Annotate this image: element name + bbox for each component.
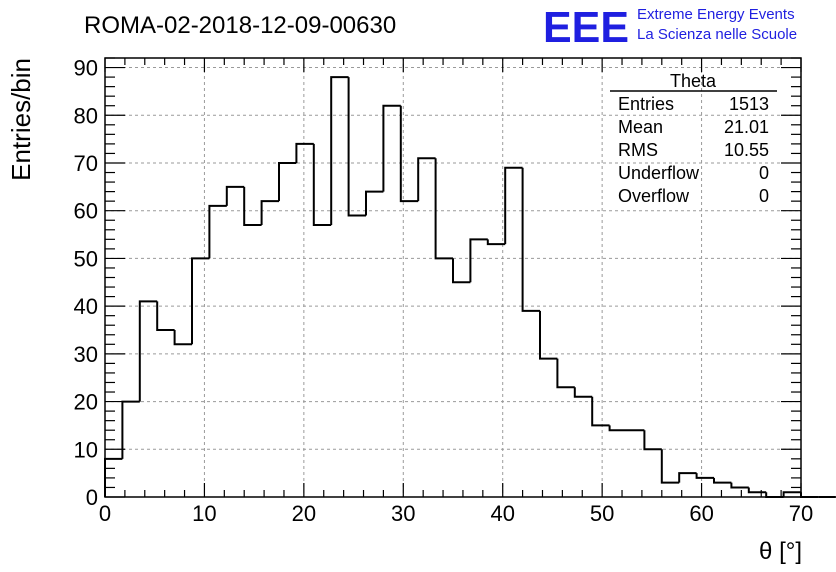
histogram-bin xyxy=(347,77,366,217)
histogram-bin xyxy=(469,238,488,283)
histogram-bin xyxy=(399,105,419,203)
x-tick-label: 10 xyxy=(192,501,216,526)
stats-value-underflow: 0 xyxy=(759,163,769,183)
histogram-bars xyxy=(104,76,836,498)
stats-label-rms: RMS xyxy=(618,140,658,160)
histogram-bin xyxy=(295,142,314,163)
y-tick-label: 30 xyxy=(74,342,98,367)
eee-logo: EEE Extreme Energy Events La Scienza nel… xyxy=(543,3,797,52)
histogram-bin xyxy=(608,425,627,432)
histogram-bin xyxy=(730,482,749,489)
x-axis-label: θ [°] xyxy=(759,538,802,565)
histogram-bin xyxy=(713,477,732,484)
y-axis-label: Entries/bin xyxy=(6,58,36,181)
histogram-bin xyxy=(243,186,262,227)
x-tick-label: 70 xyxy=(789,501,813,526)
histogram-bin xyxy=(452,258,471,284)
x-tick-label: 30 xyxy=(391,501,415,526)
histogram-bin xyxy=(330,76,349,226)
histogram-bin xyxy=(312,143,332,227)
histogram-bin xyxy=(208,204,227,259)
y-tick-label: 60 xyxy=(74,199,98,224)
x-tick-labels: 0 10 20 30 40 50 60 70 xyxy=(99,501,813,526)
x-tick-label: 0 xyxy=(99,501,111,526)
stats-label-entries: Entries xyxy=(618,94,674,114)
histogram-bin xyxy=(191,257,210,345)
histogram-bin xyxy=(782,491,801,497)
histogram-bin xyxy=(156,301,175,331)
stats-value-rms: 10.55 xyxy=(724,140,769,160)
stats-value-overflow: 0 xyxy=(759,186,769,206)
stats-value-mean: 21.01 xyxy=(724,117,769,137)
x-tick-label: 60 xyxy=(689,501,713,526)
histogram-bin xyxy=(521,167,540,312)
y-tick-label: 90 xyxy=(74,56,98,81)
y-tick-label: 40 xyxy=(74,294,98,319)
histogram-bin xyxy=(678,472,697,483)
histogram-bin xyxy=(365,190,384,216)
logo-line-2: La Scienza nelle Scuole xyxy=(637,26,797,43)
x-tick-label: 40 xyxy=(490,501,514,526)
logo-line-1: Extreme Energy Events xyxy=(637,6,795,23)
x-tick-label: 20 xyxy=(292,501,316,526)
y-tick-label: 80 xyxy=(74,103,98,128)
histogram-bin xyxy=(486,239,506,246)
histogram-bin xyxy=(660,449,680,484)
x-tick-label: 50 xyxy=(590,501,614,526)
y-tick-label: 0 xyxy=(86,485,98,510)
stats-label-overflow: Overflow xyxy=(618,186,690,206)
histogram-bin xyxy=(138,300,158,402)
stats-value-entries: 1513 xyxy=(729,94,769,114)
histogram-bin xyxy=(539,310,558,360)
y-tick-label: 50 xyxy=(74,246,98,271)
histogram-bin xyxy=(173,329,192,346)
histogram-bin xyxy=(573,387,593,398)
histogram-bin xyxy=(434,158,453,260)
histogram-bin xyxy=(417,157,436,202)
plot-frame xyxy=(104,57,802,498)
histogram-bin xyxy=(278,161,297,202)
stats-box: Theta Entries 1513 Mean 21.01 RMS 10.55 … xyxy=(610,71,777,206)
stats-title: Theta xyxy=(670,71,717,91)
histogram-bin xyxy=(747,487,767,494)
y-tick-labels: 0 10 20 30 40 50 60 70 80 90 xyxy=(74,56,98,510)
histogram-bin xyxy=(643,430,662,451)
stats-label-underflow: Underflow xyxy=(618,163,700,183)
histogram-bin xyxy=(121,400,140,459)
histogram-bin xyxy=(225,185,245,206)
histogram-bin xyxy=(556,358,575,389)
y-tick-label: 70 xyxy=(74,151,98,176)
histogram-bin xyxy=(504,166,523,245)
y-tick-label: 10 xyxy=(74,437,98,462)
histogram-bin xyxy=(591,396,610,427)
chart-title: ROMA-02-2018-12-09-00630 xyxy=(84,12,396,39)
histogram-bin xyxy=(695,473,714,479)
histogram-bin xyxy=(260,200,279,226)
stats-label-mean: Mean xyxy=(618,117,663,137)
logo-mark: EEE xyxy=(543,3,629,52)
histogram-bin xyxy=(800,492,819,498)
histogram-bin xyxy=(382,104,401,192)
y-tick-label: 20 xyxy=(74,390,98,415)
